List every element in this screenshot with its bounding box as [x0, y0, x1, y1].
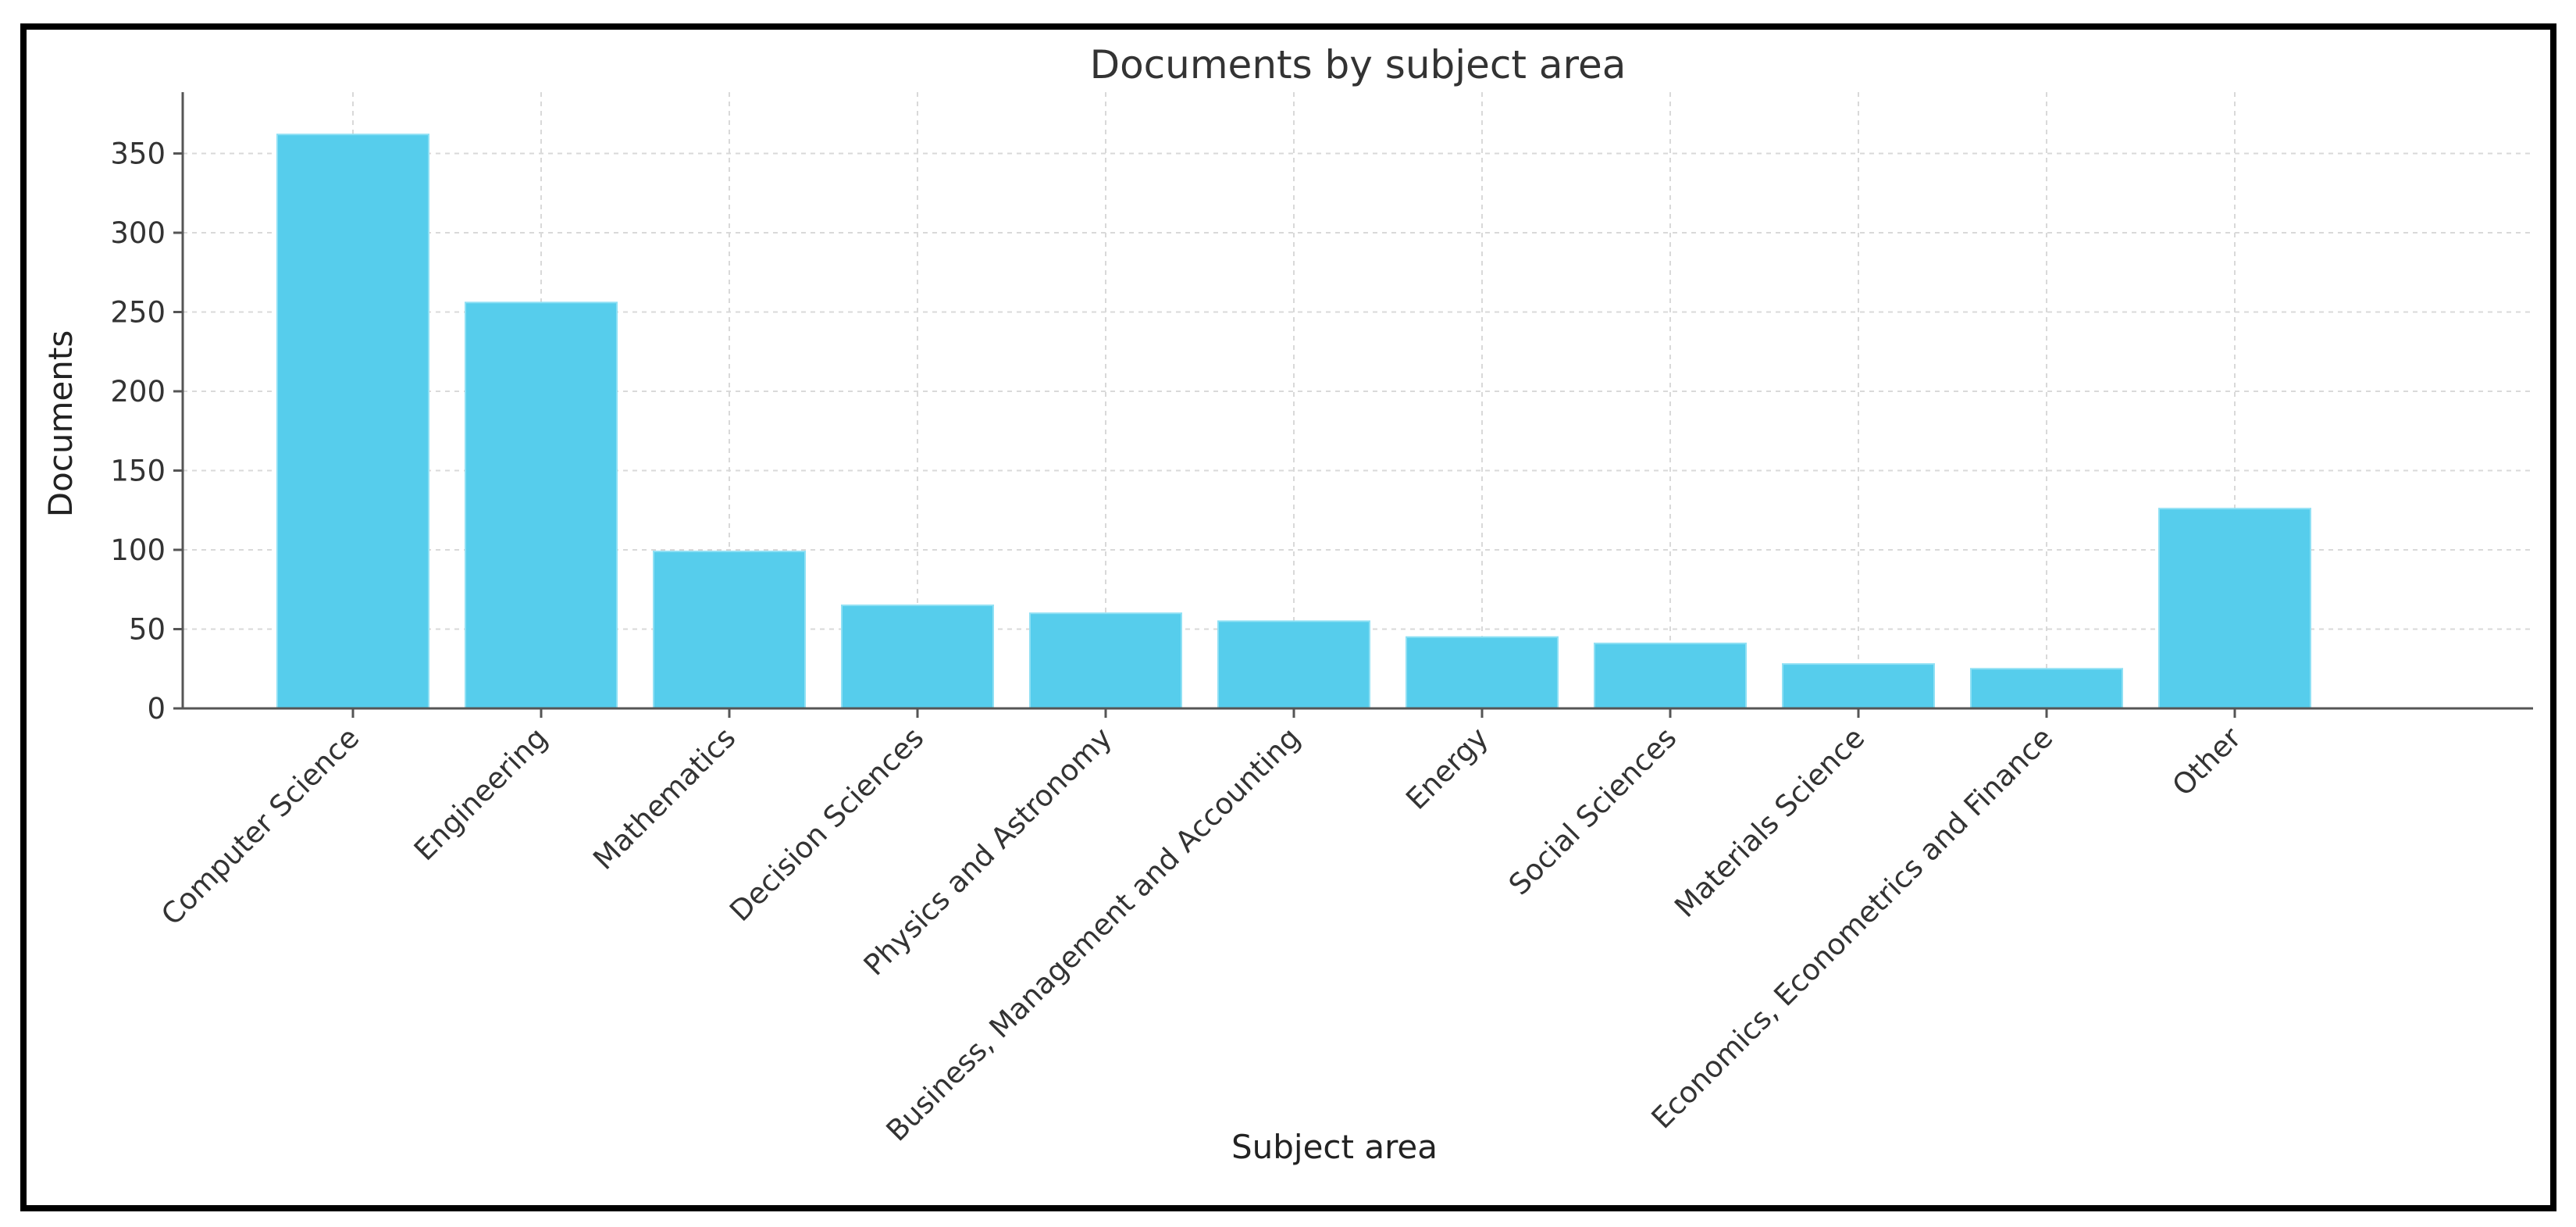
x-tick-label: Materials Science	[1668, 721, 1871, 924]
x-tick-label: Business, Management and Accounting	[880, 721, 1307, 1148]
bar	[841, 605, 994, 709]
y-axis-title: Documents	[41, 330, 80, 517]
x-tick-label: Other	[2166, 720, 2248, 802]
y-tick-label: 100	[110, 533, 166, 567]
x-axis-title: Subject area	[1231, 1128, 1438, 1166]
chart-title: Documents by subject area	[1090, 42, 1626, 87]
bar	[1029, 612, 1182, 710]
y-tick-label: 350	[110, 137, 166, 171]
bar	[2158, 508, 2311, 709]
bar	[653, 551, 806, 710]
x-tick-label: Mathematics	[586, 721, 742, 876]
x-tick-label: Decision Sciences	[723, 721, 930, 928]
x-tick-label: Social Sciences	[1502, 721, 1683, 901]
y-tick-label: 0	[147, 692, 166, 726]
bar	[276, 134, 429, 709]
y-tick-label: 300	[110, 216, 166, 250]
x-tick-label: Computer Science	[155, 721, 365, 932]
bar	[465, 301, 618, 709]
bar	[1970, 668, 2123, 709]
figure-frame: Documents by subject area 0 50 100 150 200 25…	[20, 23, 2556, 1211]
x-tick-labels: Computer Science Engineering MathematicsDe…	[155, 720, 2248, 1147]
x-tick-label: Energy	[1399, 721, 1495, 816]
bar-chart: Documents by subject area 0 50 100 150 200 25…	[41, 42, 2533, 1166]
bar	[1406, 636, 1559, 710]
grid-layer	[183, 92, 2533, 708]
y-tick-label: 250	[110, 296, 166, 330]
bar	[1782, 663, 1935, 709]
y-tick-label: 50	[129, 613, 166, 647]
x-tick-label: Economics, Econometrics and Finance	[1645, 721, 2060, 1136]
bar	[1594, 642, 1747, 710]
x-tick-label: Engineering	[408, 721, 554, 867]
bar	[1217, 620, 1370, 709]
y-tick-label: 150	[110, 455, 166, 488]
axes-layer	[173, 92, 2533, 718]
y-tick-label: 200	[110, 375, 166, 408]
bars-layer	[276, 134, 2311, 710]
y-tick-labels: 0 50 100 150 200 250 300 350	[110, 137, 166, 726]
